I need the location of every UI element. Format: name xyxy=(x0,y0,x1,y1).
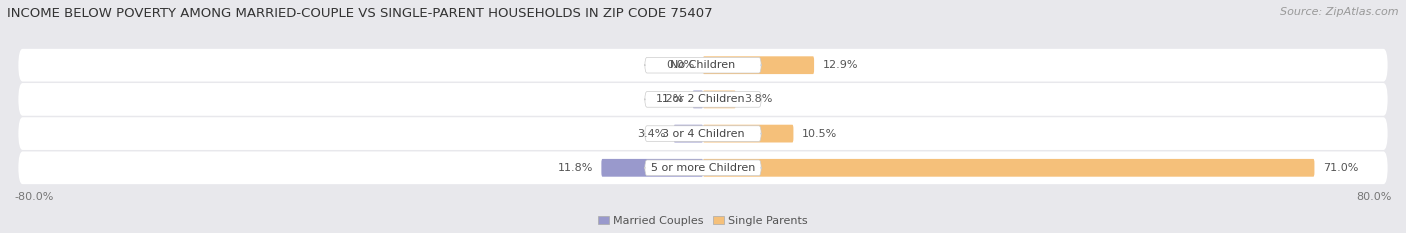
Text: 5 or more Children: 5 or more Children xyxy=(651,163,755,173)
FancyBboxPatch shape xyxy=(18,151,1388,184)
FancyBboxPatch shape xyxy=(703,90,735,108)
FancyBboxPatch shape xyxy=(645,92,761,107)
FancyBboxPatch shape xyxy=(18,117,1388,150)
FancyBboxPatch shape xyxy=(693,90,703,108)
FancyBboxPatch shape xyxy=(645,160,761,176)
Text: 1.2%: 1.2% xyxy=(655,94,685,104)
Text: 3 or 4 Children: 3 or 4 Children xyxy=(662,129,744,139)
FancyBboxPatch shape xyxy=(703,159,1315,177)
Text: Source: ZipAtlas.com: Source: ZipAtlas.com xyxy=(1281,7,1399,17)
Text: 10.5%: 10.5% xyxy=(801,129,838,139)
Text: 3.4%: 3.4% xyxy=(637,129,665,139)
FancyBboxPatch shape xyxy=(602,159,703,177)
Text: 0.0%: 0.0% xyxy=(666,60,695,70)
FancyBboxPatch shape xyxy=(703,56,814,74)
FancyBboxPatch shape xyxy=(673,125,703,143)
Text: 11.8%: 11.8% xyxy=(557,163,593,173)
Text: INCOME BELOW POVERTY AMONG MARRIED-COUPLE VS SINGLE-PARENT HOUSEHOLDS IN ZIP COD: INCOME BELOW POVERTY AMONG MARRIED-COUPL… xyxy=(7,7,713,20)
Text: 80.0%: 80.0% xyxy=(1357,192,1392,202)
Text: 12.9%: 12.9% xyxy=(823,60,858,70)
Legend: Married Couples, Single Parents: Married Couples, Single Parents xyxy=(593,211,813,230)
FancyBboxPatch shape xyxy=(645,57,761,73)
FancyBboxPatch shape xyxy=(645,126,761,141)
Text: 71.0%: 71.0% xyxy=(1323,163,1358,173)
FancyBboxPatch shape xyxy=(18,49,1388,82)
Text: 1 or 2 Children: 1 or 2 Children xyxy=(662,94,744,104)
Text: 3.8%: 3.8% xyxy=(744,94,773,104)
FancyBboxPatch shape xyxy=(18,83,1388,116)
Text: -80.0%: -80.0% xyxy=(14,192,53,202)
FancyBboxPatch shape xyxy=(703,125,793,143)
Text: No Children: No Children xyxy=(671,60,735,70)
